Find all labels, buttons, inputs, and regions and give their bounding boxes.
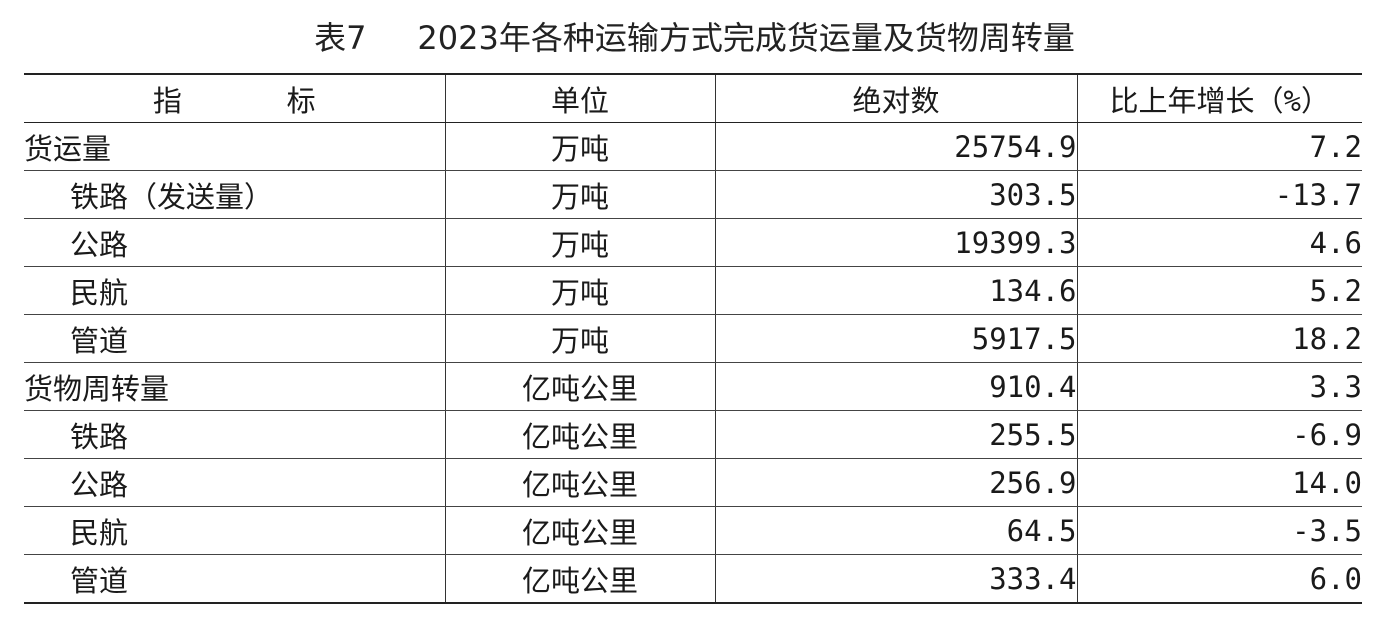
cell-growth: 14.0 — [1076, 458, 1362, 507]
cell-growth: -6.9 — [1076, 410, 1362, 459]
cell-unit: 万吨 — [444, 314, 716, 363]
table-body: 货运量 万吨 25754.9 7.2 铁路（发送量） 万吨 303.5 -13.7 公路 万吨 19… — [24, 122, 1362, 604]
cell-growth: 5.2 — [1076, 266, 1362, 315]
cell-absolute: 303.5 — [714, 170, 1078, 219]
cell-growth: 3.3 — [1076, 362, 1362, 411]
table-row: 民航 亿吨公里 64.5 -3.5 — [24, 506, 1362, 555]
table-row: 管道 亿吨公里 333.4 6.0 — [24, 554, 1362, 604]
cell-growth: 18.2 — [1076, 314, 1362, 363]
cell-unit: 亿吨公里 — [444, 410, 716, 459]
header-unit: 单位 — [444, 73, 716, 123]
table-row: 公路 亿吨公里 256.9 14.0 — [24, 458, 1362, 507]
table-row: 民航 万吨 134.6 5.2 — [24, 266, 1362, 315]
cell-absolute: 134.6 — [714, 266, 1078, 315]
cell-absolute: 5917.5 — [714, 314, 1078, 363]
cell-unit: 亿吨公里 — [444, 506, 716, 555]
table-row: 货运量 万吨 25754.9 7.2 — [24, 122, 1362, 171]
cell-growth: 4.6 — [1076, 218, 1362, 267]
cell-absolute: 25754.9 — [714, 122, 1078, 171]
header-absolute: 绝对数 — [714, 73, 1078, 123]
cell-unit: 亿吨公里 — [444, 362, 716, 411]
cell-absolute: 64.5 — [714, 506, 1078, 555]
cell-growth: -13.7 — [1076, 170, 1362, 219]
header-indicator: 指 标 — [24, 73, 446, 123]
table-row: 铁路（发送量） 万吨 303.5 -13.7 — [24, 170, 1362, 219]
cell-unit: 万吨 — [444, 218, 716, 267]
cell-unit: 万吨 — [444, 170, 716, 219]
cell-absolute: 19399.3 — [714, 218, 1078, 267]
cell-absolute: 910.4 — [714, 362, 1078, 411]
cell-unit: 亿吨公里 — [444, 554, 716, 604]
cell-absolute: 333.4 — [714, 554, 1078, 604]
cell-unit: 万吨 — [444, 122, 716, 171]
table-row: 货物周转量 亿吨公里 910.4 3.3 — [24, 362, 1362, 411]
cell-indicator: 民航 — [24, 266, 446, 315]
cell-unit: 亿吨公里 — [444, 458, 716, 507]
cell-indicator: 管道 — [24, 554, 446, 604]
cell-indicator: 民航 — [24, 506, 446, 555]
cell-indicator: 铁路 — [24, 410, 446, 459]
cell-indicator: 公路 — [24, 218, 446, 267]
table-row: 公路 万吨 19399.3 4.6 — [24, 218, 1362, 267]
cell-growth: 6.0 — [1076, 554, 1362, 604]
header-growth: 比上年增长（%） — [1076, 73, 1362, 123]
cell-indicator: 公路 — [24, 458, 446, 507]
table-row: 铁路 亿吨公里 255.5 -6.9 — [24, 410, 1362, 459]
cell-indicator: 铁路（发送量） — [24, 170, 446, 219]
cell-indicator: 货运量 — [24, 122, 446, 171]
cell-growth: -3.5 — [1076, 506, 1362, 555]
cell-indicator: 货物周转量 — [24, 362, 446, 411]
freight-table: 指 标 单位 绝对数 比上年增长（%） 货运量 万吨 25754.9 7.2 铁路（发送… — [24, 73, 1362, 604]
cell-absolute: 256.9 — [714, 458, 1078, 507]
header-row: 指 标 单位 绝对数 比上年增长（%） — [24, 73, 1362, 123]
cell-absolute: 255.5 — [714, 410, 1078, 459]
table-title: 表7 2023年各种运输方式完成货运量及货物周转量 — [314, 19, 1075, 57]
cell-unit: 万吨 — [444, 266, 716, 315]
table-row: 管道 万吨 5917.5 18.2 — [24, 314, 1362, 363]
cell-growth: 7.2 — [1076, 122, 1362, 171]
cell-indicator: 管道 — [24, 314, 446, 363]
